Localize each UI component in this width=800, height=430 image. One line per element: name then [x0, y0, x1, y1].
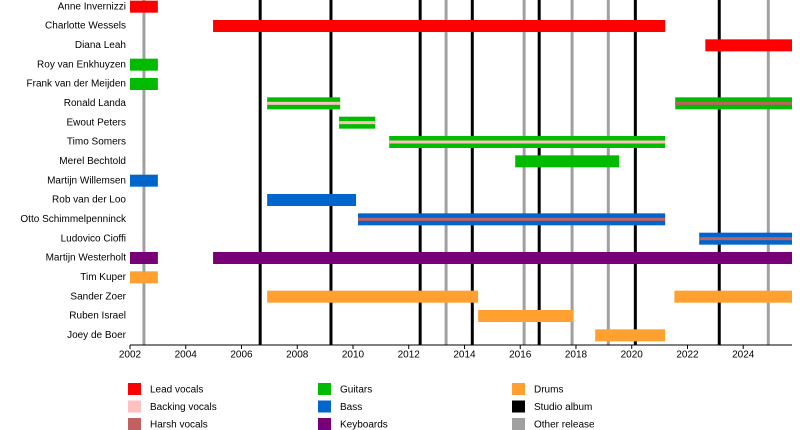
legend-label: Bass — [340, 402, 362, 413]
legend-swatch — [512, 400, 525, 413]
legend-label: Guitars — [340, 385, 372, 396]
legend-label: Other release — [534, 420, 595, 430]
legend-label: Lead vocals — [150, 385, 203, 396]
role-bar — [595, 329, 666, 342]
legend-label: Drums — [534, 385, 563, 396]
row-label: Anne Invernizzi — [58, 1, 126, 12]
x-tick-label: 2022 — [676, 350, 699, 361]
x-tick-label: 2012 — [398, 350, 421, 361]
role-stripe — [389, 140, 666, 144]
role-bar — [130, 58, 158, 71]
role-bar — [130, 271, 158, 284]
row-label: Merel Bechtold — [59, 156, 126, 167]
role-stripe — [267, 101, 341, 105]
legend-label: Keyboards — [340, 420, 388, 430]
x-tick-label: 2006 — [230, 350, 253, 361]
legend-swatch — [318, 400, 331, 413]
row-label: Otto Schimmelpenninck — [20, 214, 127, 225]
x-tick-label: 2002 — [119, 350, 142, 361]
legend-swatch — [318, 383, 331, 395]
legend-swatch — [318, 418, 331, 430]
x-tick-label: 2004 — [175, 350, 198, 361]
row-label: Charlotte Wessels — [45, 21, 126, 32]
role-bar — [130, 174, 158, 187]
role-bar — [478, 310, 574, 322]
x-tick-label: 2008 — [286, 350, 309, 361]
x-tick-label: 2016 — [509, 350, 532, 361]
x-tick-label: 2014 — [453, 350, 476, 361]
role-stripe — [339, 121, 376, 125]
row-label: Frank van der Meijden — [27, 79, 127, 90]
role-bar — [130, 252, 158, 264]
role-bar — [213, 252, 792, 264]
x-tick-label: 2010 — [342, 350, 365, 361]
x-tick-label: 2024 — [732, 350, 755, 361]
legend-swatch — [512, 418, 525, 430]
role-bar — [130, 0, 158, 13]
row-label: Rob van der Loo — [52, 195, 126, 206]
row-label: Timo Somers — [67, 137, 126, 148]
row-label: Ludovico Cioffi — [61, 233, 126, 244]
row-label: Tim Kuper — [80, 272, 126, 283]
legend-swatch — [128, 418, 141, 430]
row-label: Sander Zoer — [70, 291, 126, 302]
row-label: Roy van Enkhuyzen — [37, 59, 126, 70]
row-label: Ewout Peters — [67, 117, 126, 128]
row-label: Ronald Landa — [64, 98, 127, 109]
role-bar — [674, 290, 792, 303]
legend-label: Harsh vocals — [150, 420, 208, 430]
role-stripe — [358, 217, 666, 221]
role-stripe — [699, 237, 792, 241]
role-bar — [267, 194, 357, 206]
role-stripe — [675, 101, 792, 105]
x-tick-label: 2020 — [621, 350, 644, 361]
role-bar — [267, 290, 479, 303]
row-label: Martijn Willemsen — [47, 175, 126, 186]
role-bar — [130, 78, 158, 90]
legend-label: Backing vocals — [150, 402, 217, 413]
legend-swatch — [128, 400, 141, 413]
role-bar — [705, 39, 792, 52]
legend-swatch — [512, 383, 525, 395]
role-bar — [515, 155, 620, 168]
x-tick-label: 2018 — [565, 350, 588, 361]
legend-label: Studio album — [534, 402, 592, 413]
row-label: Martijn Westerholt — [46, 253, 127, 264]
row-label: Joey de Boer — [67, 330, 127, 341]
row-label: Ruben Israel — [69, 311, 126, 322]
legend-swatch — [128, 383, 141, 395]
role-bar — [213, 20, 666, 32]
row-label: Diana Leah — [75, 40, 126, 51]
